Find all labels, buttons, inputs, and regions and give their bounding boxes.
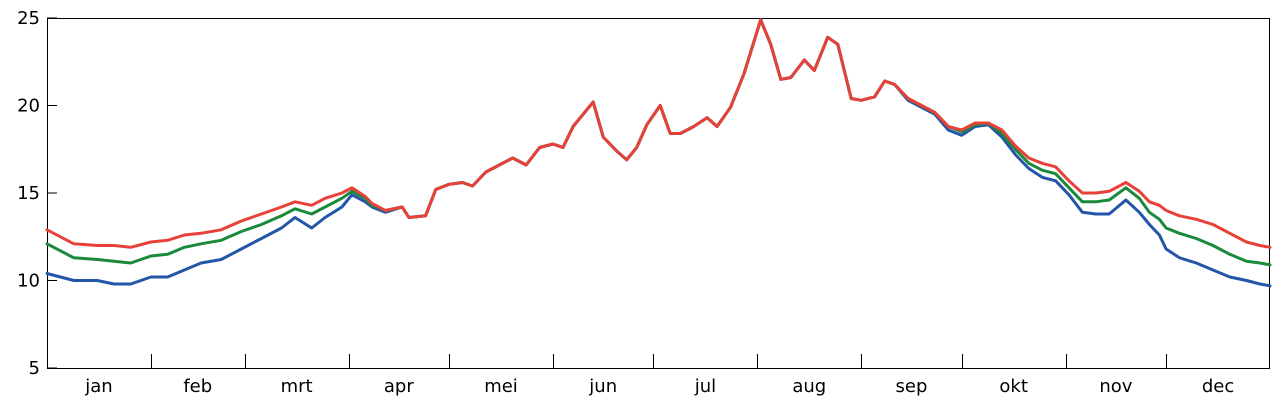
- y-tick-label: 10: [17, 271, 40, 292]
- month-label: jun: [588, 376, 617, 397]
- month-label: dec: [1202, 376, 1234, 397]
- y-axis: 5 10 15 20 25: [17, 8, 57, 379]
- month-label: aug: [792, 376, 826, 397]
- y-tick-label: 15: [17, 183, 40, 204]
- series-line-1: [45, 18, 1272, 288]
- x-axis: jan feb mrt apr mei jun jul aug sep okt nov dec: [84, 354, 1234, 397]
- month-label: jan: [84, 376, 112, 397]
- month-label: apr: [384, 376, 414, 397]
- y-tick-label: 5: [29, 358, 40, 379]
- series-layer: [45, 18, 1272, 288]
- y-tick-label: 20: [17, 96, 40, 117]
- series-line-3: [45, 18, 1272, 249]
- month-label: mrt: [281, 376, 313, 397]
- month-label: jul: [694, 376, 716, 397]
- month-label: mei: [484, 376, 518, 397]
- series-line-2: [45, 18, 1272, 267]
- month-label: okt: [999, 376, 1028, 397]
- month-label: sep: [896, 376, 928, 397]
- y-tick-label: 25: [17, 8, 40, 29]
- month-label: nov: [1099, 376, 1132, 397]
- month-label: feb: [183, 376, 212, 397]
